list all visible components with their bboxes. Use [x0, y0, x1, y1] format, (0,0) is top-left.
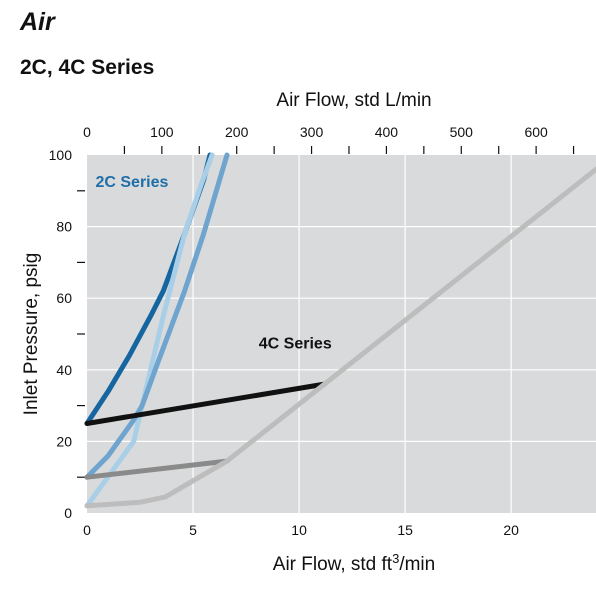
series-annotation-1: 2C Series [95, 174, 168, 191]
x2-tick-label: 200 [225, 124, 249, 140]
y-axis-title: Inlet Pressure, psig [21, 253, 42, 416]
y-tick-label: 40 [56, 362, 72, 378]
x2-tick-label: 500 [450, 124, 474, 140]
bottom-axis-title: Air Flow, std ft3/min [273, 551, 435, 575]
x-tick-label: 10 [291, 522, 307, 538]
x-tick-label: 20 [503, 522, 519, 538]
plot-area [87, 155, 596, 513]
series-annotation-2: 4C Series [259, 335, 332, 352]
series-line-6 [84, 166, 596, 509]
y-tick-label: 100 [49, 147, 73, 163]
x-tick-label: 15 [397, 522, 413, 538]
x-tick-label: 0 [83, 522, 91, 538]
chart-subheading: 2C, 4C Series [20, 56, 155, 79]
section-heading: Air [20, 8, 55, 36]
series-line-2 [84, 152, 215, 509]
x2-tick-label: 600 [524, 124, 548, 140]
x2-tick-label: 400 [375, 124, 399, 140]
y-tick-label: 80 [56, 219, 72, 235]
x2-tick-label: 0 [83, 124, 91, 140]
series-line-4 [84, 381, 327, 426]
y-tick-label: 60 [56, 290, 72, 306]
x-tick-label: 5 [189, 522, 197, 538]
top-axis-title: Air Flow, std L/min [276, 90, 431, 111]
x2-tick-label: 100 [150, 124, 174, 140]
y-tick-label: 20 [56, 433, 72, 449]
series-line-5 [84, 458, 230, 480]
x2-tick-label: 300 [300, 124, 324, 140]
y-tick-label: 0 [64, 505, 72, 521]
series-line-3 [84, 152, 230, 480]
